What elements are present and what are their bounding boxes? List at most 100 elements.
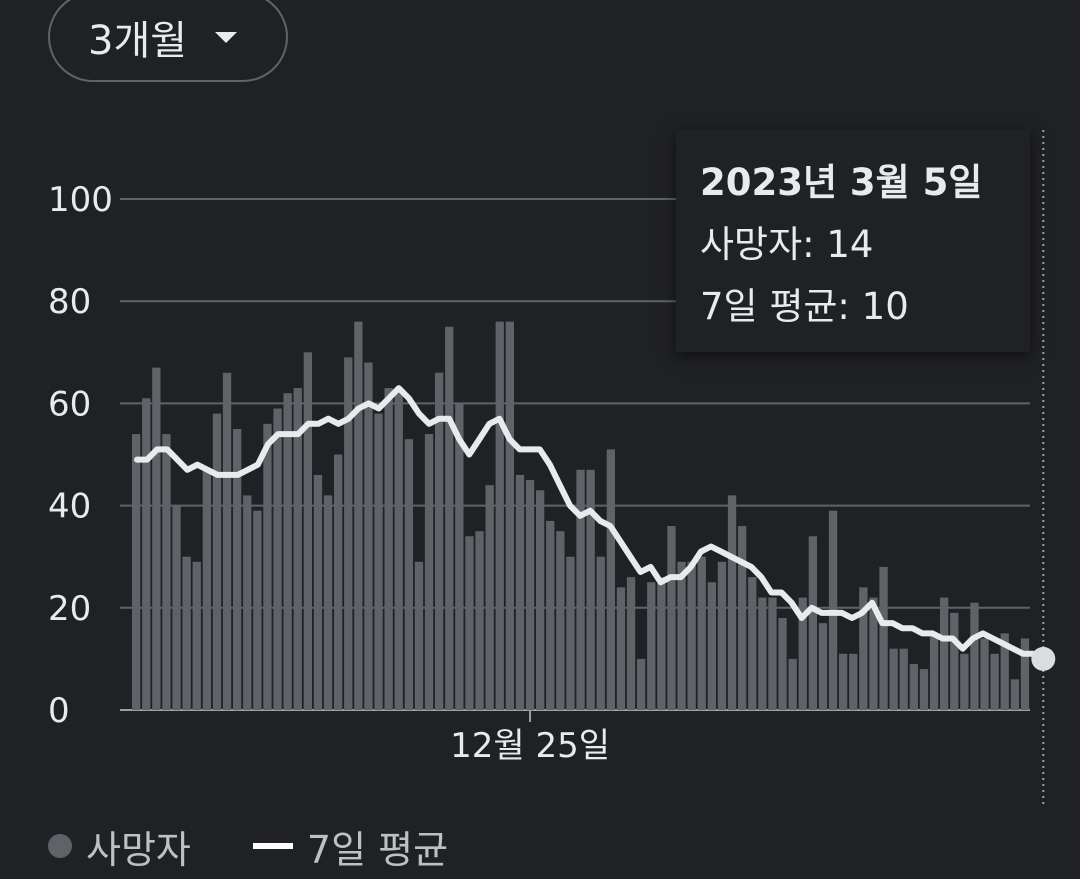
- bar: [202, 469, 211, 710]
- x-axis-ticks: 12월 25일1월 25일2월 25일: [450, 710, 610, 766]
- bar: [192, 561, 201, 710]
- bar: [212, 413, 222, 710]
- bar: [344, 357, 353, 710]
- bar: [970, 602, 979, 710]
- bar: [222, 372, 232, 710]
- bar: [1000, 633, 1009, 710]
- bar: [637, 658, 646, 710]
- bar: [960, 653, 969, 710]
- tooltip-average-value: 10: [861, 285, 909, 328]
- y-axis-ticks: 0 20 40 60 80 100: [48, 180, 113, 731]
- bar: [273, 408, 282, 710]
- bar: [657, 577, 666, 710]
- bar: [233, 428, 242, 710]
- bar: [354, 321, 363, 710]
- chevron-down-icon: [215, 31, 238, 43]
- bar: [647, 582, 656, 710]
- bar: [253, 510, 262, 710]
- bar: [990, 653, 999, 710]
- bar: [455, 403, 464, 710]
- chart-tooltip: 2023년 3월 5일 사망자: 14 7일 평균: 10: [676, 130, 1030, 352]
- bar: [869, 597, 878, 710]
- bar: [243, 495, 252, 710]
- bar: [727, 495, 737, 710]
- line-legend-dash-icon: [252, 843, 293, 849]
- bar: [778, 618, 787, 710]
- bar: [465, 536, 474, 710]
- bar: [556, 531, 565, 710]
- bar: [475, 531, 484, 710]
- chart-bars: [132, 321, 1030, 710]
- bar: [616, 587, 626, 710]
- bar: [586, 469, 595, 710]
- bar: [313, 474, 323, 710]
- bar: [808, 536, 817, 710]
- bar: [576, 469, 585, 710]
- bar: [505, 321, 514, 710]
- bar: [748, 577, 757, 710]
- bar: [899, 648, 908, 710]
- hover-point-marker: [1031, 646, 1056, 671]
- bar: [293, 388, 302, 710]
- tooltip-average: 7일 평균: 10: [700, 285, 909, 328]
- bar: [697, 556, 706, 710]
- bar: [172, 505, 181, 710]
- bar: [566, 556, 575, 710]
- bar: [677, 561, 686, 710]
- bar: [334, 454, 343, 710]
- bar: [132, 434, 141, 710]
- bar: [980, 638, 989, 710]
- bar: [162, 434, 171, 710]
- legend-average-label: 7일 평균: [306, 827, 449, 872]
- bar: [1020, 638, 1030, 710]
- bar: [889, 648, 898, 710]
- bar: [717, 561, 727, 710]
- bar: [707, 582, 716, 710]
- y-tick-label: 20: [48, 589, 91, 629]
- legend-deaths-label: 사망자: [86, 827, 191, 872]
- bar: [738, 526, 747, 710]
- bar: [374, 413, 383, 710]
- bar: [788, 658, 797, 710]
- bar: [142, 398, 151, 710]
- bar: [687, 561, 696, 710]
- bar: [667, 526, 676, 710]
- bar: [394, 388, 403, 710]
- tooltip-deaths: 사망자: 14: [700, 223, 874, 266]
- bar: [950, 612, 959, 710]
- bar: [495, 321, 504, 710]
- average-line: [134, 385, 1047, 662]
- tooltip-deaths-label: 사망자: [700, 223, 803, 266]
- bar: [768, 597, 777, 710]
- bar: [758, 597, 767, 710]
- y-tick-label: 80: [48, 282, 91, 322]
- bar: [152, 367, 161, 710]
- bar: [626, 577, 636, 710]
- bar: [404, 439, 413, 710]
- bar: [879, 566, 888, 710]
- date-range-dropdown[interactable]: 3개월: [48, 0, 288, 82]
- bar: [940, 597, 949, 710]
- bar: [1010, 679, 1019, 710]
- bar: [929, 633, 939, 710]
- chart-legend: 사망자 7일 평균: [48, 818, 448, 874]
- bar: [798, 597, 807, 710]
- bar: [515, 474, 525, 710]
- bar: [536, 490, 545, 710]
- tooltip-deaths-value: 14: [826, 223, 874, 266]
- bar: [424, 434, 434, 710]
- bar: [606, 449, 615, 710]
- y-tick-label: 60: [48, 384, 91, 424]
- y-tick-label: 40: [48, 487, 91, 527]
- bar: [596, 556, 605, 710]
- bar: [303, 352, 312, 710]
- bar: [818, 623, 828, 710]
- bar: [909, 664, 918, 710]
- bar: [283, 393, 292, 710]
- bar: [435, 372, 444, 710]
- bar: [414, 561, 424, 710]
- bar: [849, 653, 858, 710]
- bar: [323, 495, 333, 710]
- average-line-group: [134, 130, 1056, 805]
